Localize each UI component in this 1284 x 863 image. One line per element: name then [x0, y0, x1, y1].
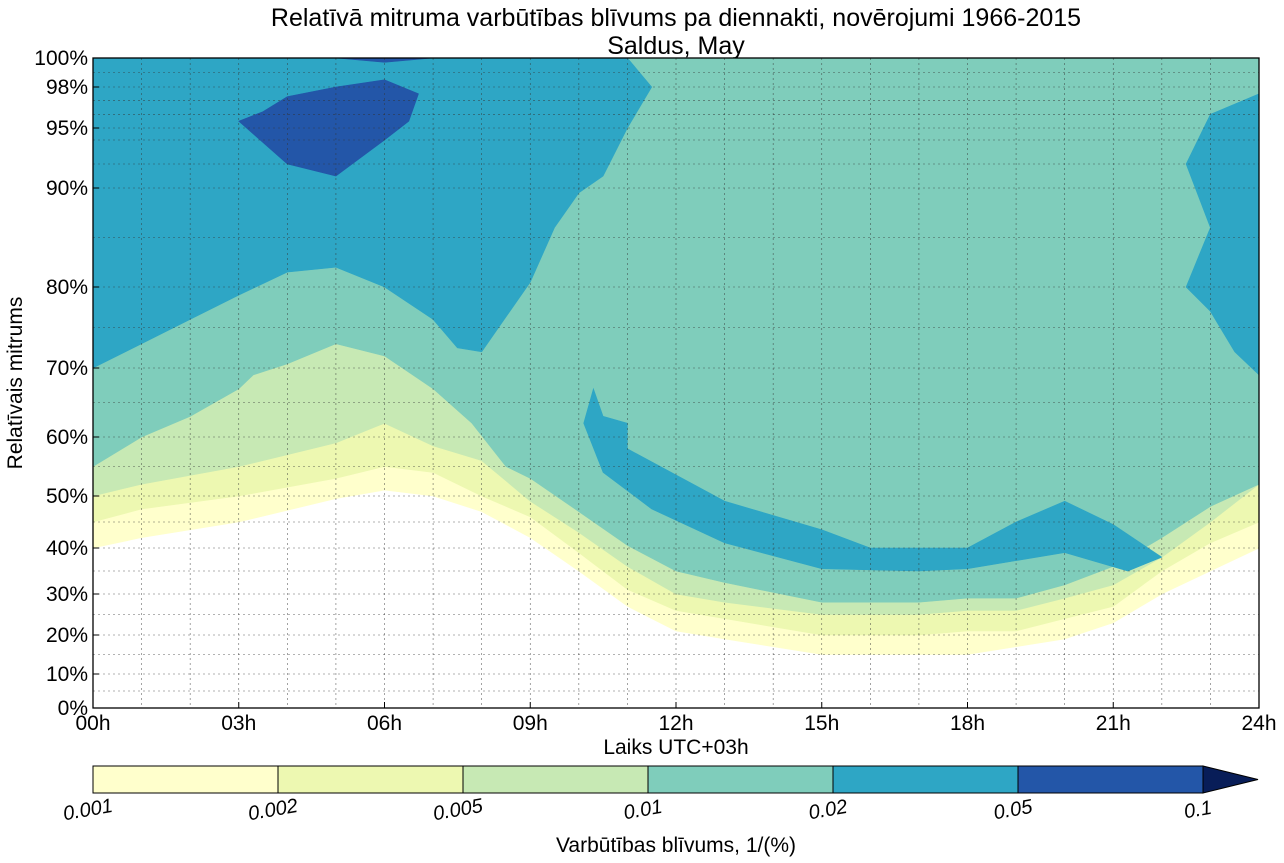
colorbar-label: Varbūtības blīvums, 1/(%) [556, 834, 796, 857]
x-tick-label: 09h [513, 712, 548, 735]
y-tick-label: 20% [46, 624, 88, 647]
x-axis-ticks: 00h 03h 06h 09h 12h 15h 18h 21h 24h [75, 702, 1277, 735]
x-tick-label: 15h [804, 712, 839, 735]
colorbar-tick-label: 0.02 [807, 796, 849, 824]
x-tick-label: 21h [1096, 712, 1131, 735]
colorbar-tick-label: 0.05 [992, 796, 1035, 825]
colorbar-tick-label: 0.002 [246, 795, 299, 825]
colorbar-tick-label: 0.1 [1182, 797, 1213, 823]
y-tick-label: 50% [46, 485, 88, 508]
chart-title: Relatīvā mitruma varbūtības blīvums pa d… [271, 4, 1081, 32]
x-tick-label: 03h [221, 712, 256, 735]
x-tick-label: 00h [75, 712, 110, 735]
plot-area [92, 57, 1260, 709]
colorbar-segment [1017, 765, 1204, 794]
colorbar-tick-label: 0.001 [61, 795, 114, 825]
x-tick-label: 24h [1241, 712, 1276, 735]
chart-subtitle: Saldus, May [607, 32, 745, 60]
colorbar-tick-label: 0.01 [622, 796, 664, 824]
contour-region-0_02-4 [92, 57, 653, 369]
x-axis-label: Laiks UTC+03h [603, 736, 748, 759]
y-axis-ticks: 0% 10% 20% 30% 40% 50% 60% 70% 80% 90% 95% 98% 100% [34, 47, 99, 720]
y-axis-label: Relatīvais mitrums [4, 297, 27, 470]
y-tick-label: 80% [46, 276, 88, 299]
y-tick-label: 0% [58, 697, 88, 720]
y-tick-label: 30% [46, 583, 88, 606]
grid-lines [92, 57, 1260, 709]
colorbar-segment [647, 765, 834, 794]
y-tick-label: 98% [46, 76, 88, 99]
x-tick-label: 06h [367, 712, 402, 735]
colorbar-tick-label: 0.005 [431, 795, 485, 826]
x-tick-label: 12h [658, 712, 693, 735]
colorbar-segment [92, 765, 279, 794]
colorbar-segment [277, 765, 464, 794]
y-tick-label: 60% [46, 426, 88, 449]
colorbar-extend-arrow [1202, 765, 1259, 794]
y-tick-label: 10% [46, 663, 88, 686]
y-tick-label: 40% [46, 537, 88, 560]
colorbar-segment [832, 765, 1019, 794]
contour-regions [92, 57, 1260, 655]
x-tick-label: 18h [950, 712, 985, 735]
y-tick-label: 100% [34, 47, 88, 70]
colorbar: 0.001 0.002 0.005 0.01 0.02 0.05 0.1 [61, 765, 1259, 826]
colorbar-segment [462, 765, 649, 794]
y-tick-label: 95% [46, 117, 88, 140]
y-tick-label: 90% [46, 177, 88, 200]
y-tick-label: 70% [46, 357, 88, 380]
